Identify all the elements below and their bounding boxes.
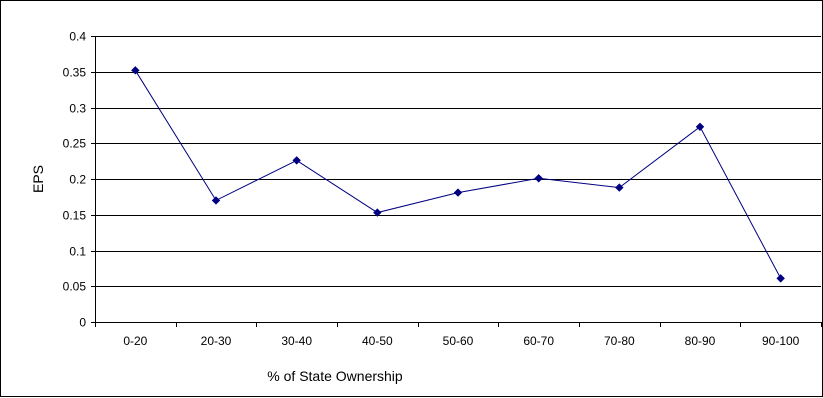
x-tick-label: 60-70	[523, 334, 554, 348]
y-axis-title: EPS	[30, 165, 46, 193]
y-tick-label: 0.2	[69, 173, 86, 187]
x-tick-labels: 0-20 20-30 30-40 40-50 50-60 60-70 70-80 80-90 9…	[123, 334, 799, 348]
data-point-marker	[534, 174, 543, 183]
y-tick-label: 0.4	[69, 30, 86, 44]
x-tick-label: 30-40	[281, 334, 312, 348]
x-tick-label: 80-90	[685, 334, 716, 348]
data-point-marker	[211, 196, 221, 205]
y-tick-labels: 0 0.05 0.1 0.15 0.2 0.25 0.3 0.35 0.4	[63, 30, 87, 330]
x-tick-label: 0-20	[123, 334, 147, 348]
data-point-marker	[373, 208, 382, 217]
data-point-marker	[695, 122, 705, 132]
axes	[91, 36, 822, 327]
y-tick-label: 0.1	[69, 245, 86, 259]
y-tick-label: 0.05	[63, 280, 87, 294]
x-axis-title: % of State Ownership	[267, 368, 403, 384]
data-point-marker	[292, 156, 301, 165]
data-point-marker	[776, 274, 785, 283]
y-tick-label: 0.25	[63, 137, 87, 151]
series-line	[134, 70, 782, 279]
y-tick-label: 0.35	[63, 66, 87, 80]
x-tick-label: 70-80	[604, 334, 635, 348]
data-point-marker	[131, 66, 140, 75]
y-tick-label: 0.3	[69, 102, 86, 116]
y-tick-label: 0	[79, 316, 86, 330]
series-group	[131, 66, 785, 283]
x-tick-label: 40-50	[362, 334, 393, 348]
x-tick-label: 50-60	[443, 334, 474, 348]
x-tick-label: 90-100	[762, 334, 800, 348]
data-point-marker	[615, 183, 624, 192]
x-tick-label: 20-30	[201, 334, 232, 348]
y-tick-label: 0.15	[63, 209, 87, 223]
data-point-marker	[453, 188, 463, 197]
grid-lines	[95, 36, 821, 287]
